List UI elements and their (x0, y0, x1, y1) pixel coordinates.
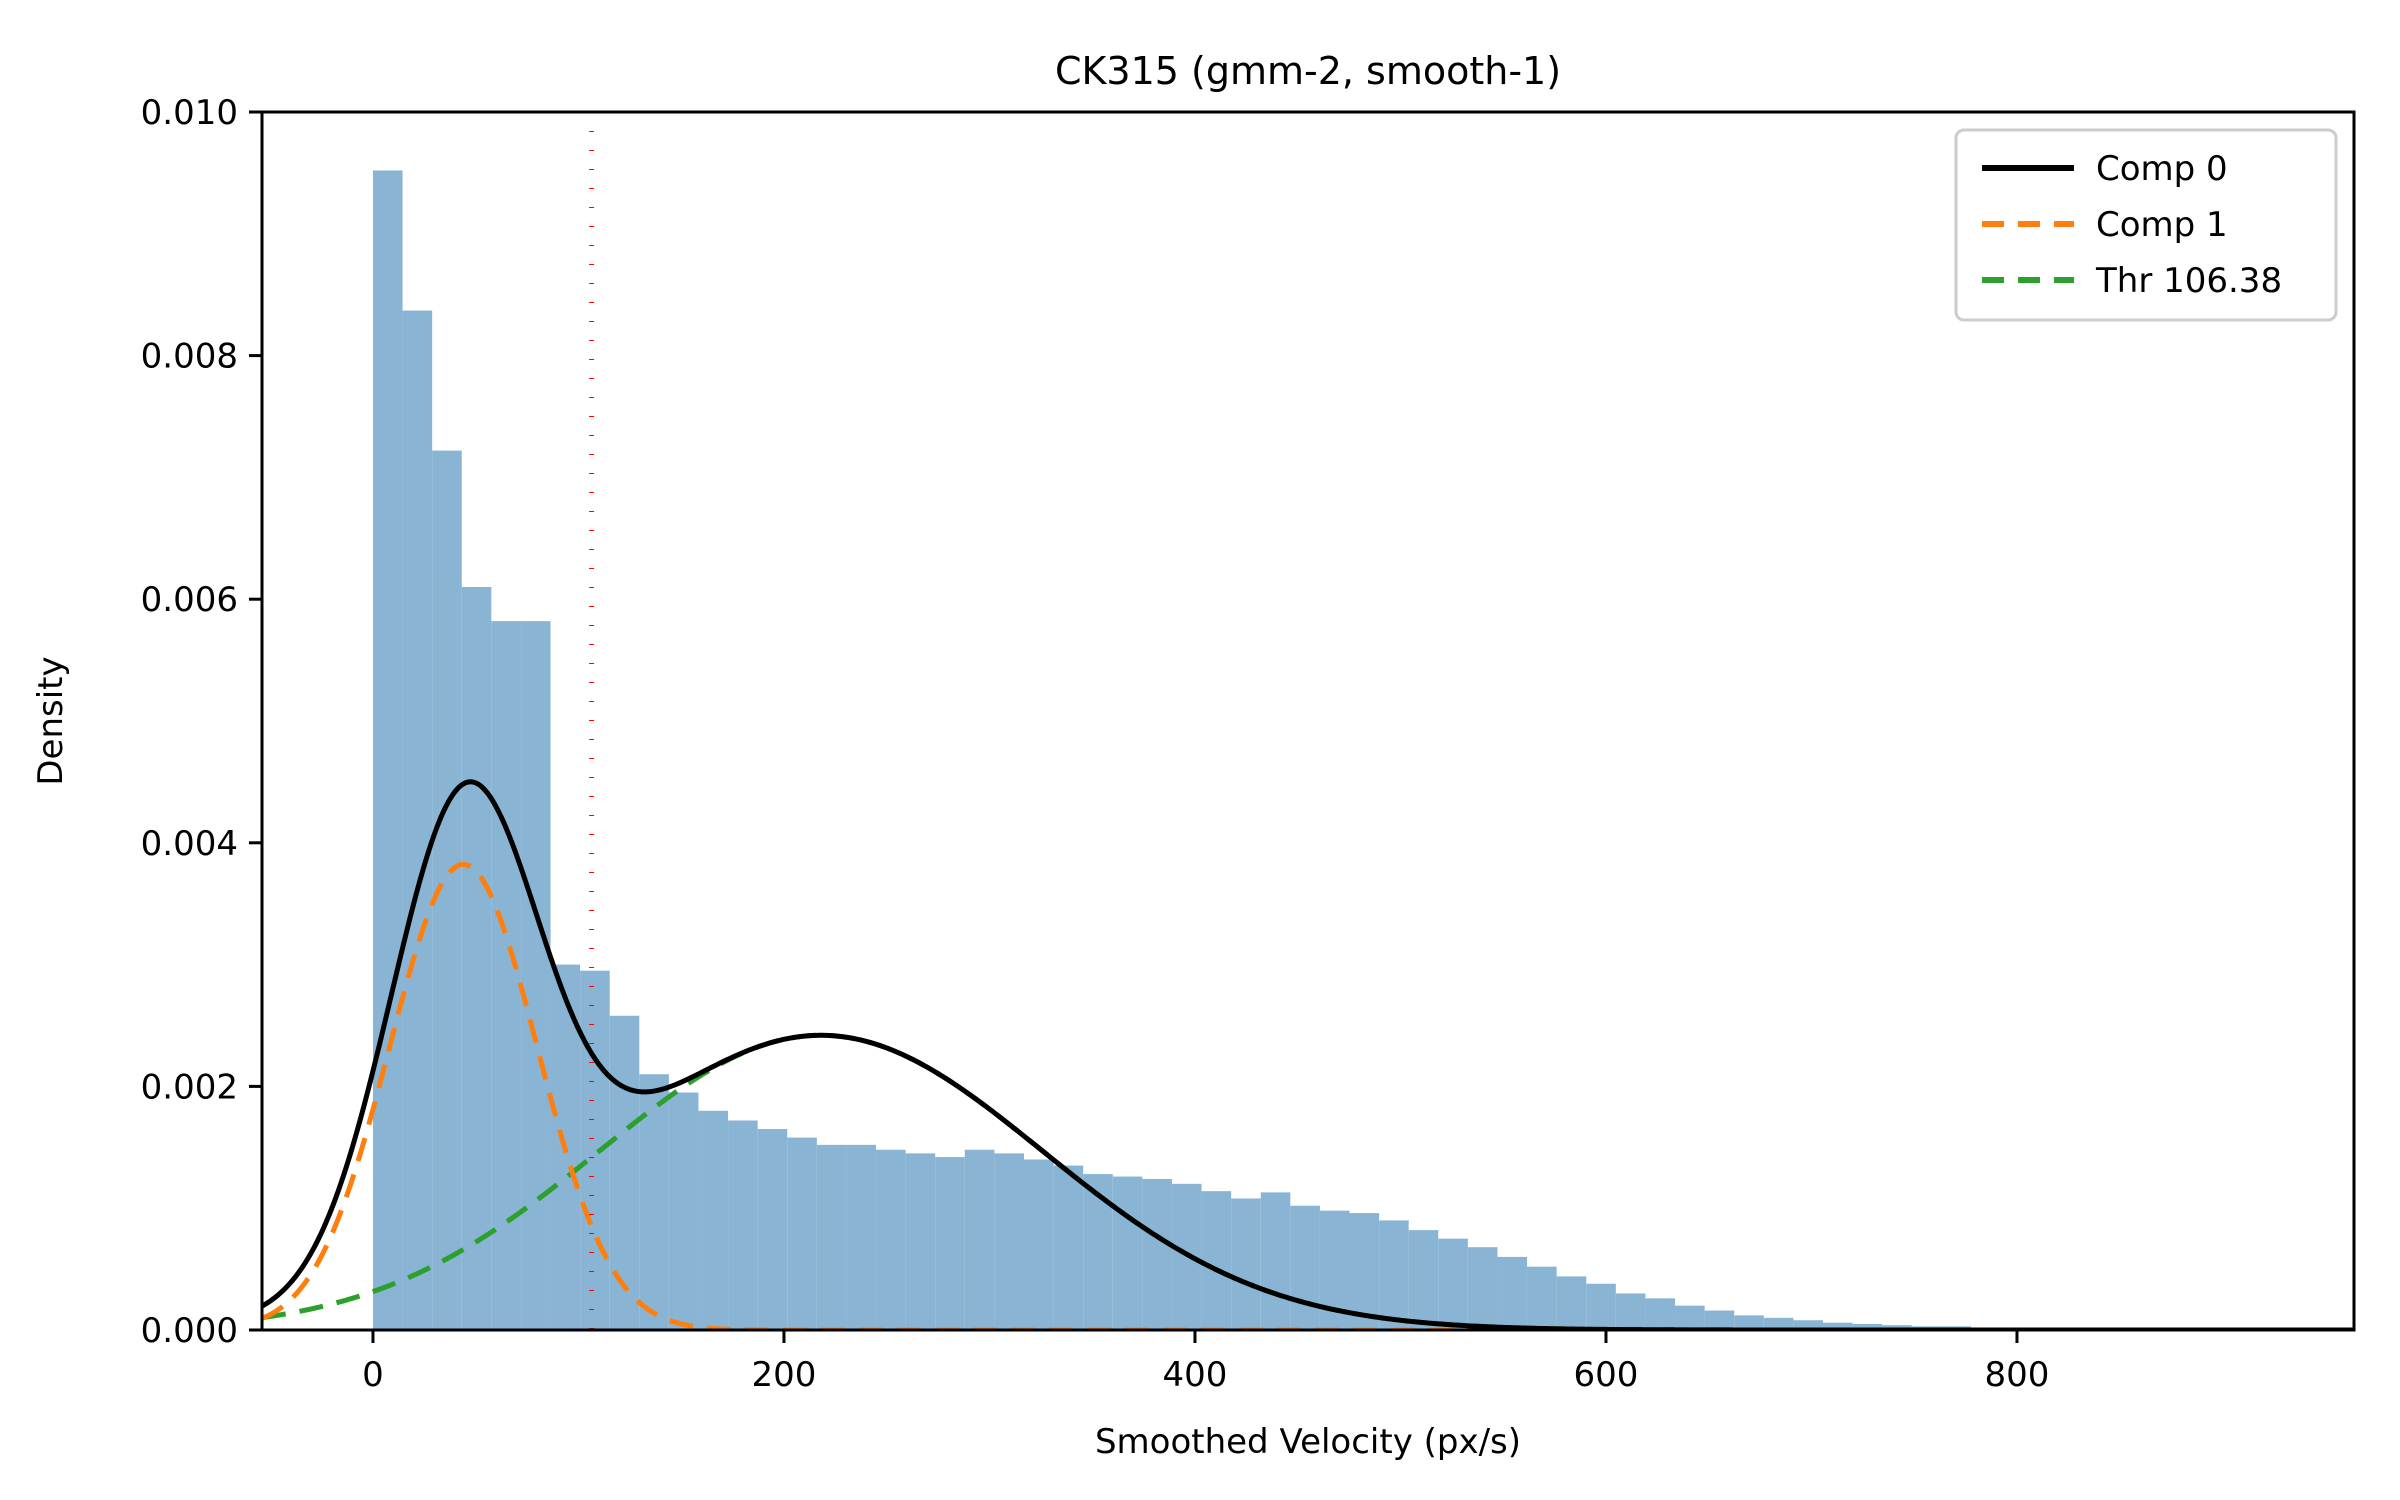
histogram-bar (609, 1015, 640, 1330)
histogram-bar (491, 621, 521, 1330)
histogram-bar (757, 1129, 788, 1330)
histogram-bar (1852, 1323, 1883, 1330)
histogram-bar (1527, 1266, 1557, 1330)
x-tick-label: 400 (1163, 1355, 1228, 1395)
y-tick-label: 0.002 (141, 1067, 238, 1107)
histogram-bar (1290, 1205, 1320, 1330)
histogram-bar (461, 587, 492, 1330)
histogram-bar (639, 1074, 669, 1330)
histogram-bar (1734, 1315, 1764, 1330)
x-axis-label: Smoothed Velocity (px/s) (1095, 1422, 1521, 1462)
histogram-bar (580, 970, 610, 1330)
histogram-bar (1201, 1191, 1232, 1330)
histogram-bar (1704, 1310, 1735, 1330)
x-tick-label: 600 (1574, 1355, 1639, 1395)
histogram-bar (1675, 1305, 1705, 1330)
histogram-bar (935, 1157, 965, 1330)
histogram-bar (876, 1149, 906, 1330)
histogram-bar (1645, 1298, 1676, 1330)
histogram-bar (1112, 1176, 1143, 1330)
histogram-bar (1497, 1256, 1528, 1330)
histogram-bar (1822, 1322, 1853, 1330)
axes-frame (260, 110, 2356, 1332)
y-tick-label: 0.010 (141, 93, 238, 133)
y-tick-label: 0.008 (141, 337, 238, 377)
histogram-bar (787, 1137, 817, 1330)
histogram-bar (1379, 1220, 1409, 1330)
histogram-bar (1231, 1198, 1261, 1330)
histogram-bar (1408, 1230, 1439, 1330)
histogram-bar (1053, 1165, 1084, 1330)
chart-title: CK315 (gmm-2, smooth-1) (1055, 49, 1561, 93)
x-tick-label: 800 (1985, 1355, 2050, 1395)
histogram-bar (1586, 1283, 1616, 1330)
y-tick-label: 0.006 (141, 580, 238, 620)
histogram-bar (1023, 1159, 1054, 1330)
histogram-bar (520, 621, 551, 1330)
y-tick-label: 0.000 (141, 1311, 238, 1351)
histogram-bar (816, 1144, 847, 1330)
histogram-bar (964, 1149, 995, 1330)
histogram-bar (698, 1110, 729, 1330)
histogram-bar (372, 170, 403, 1330)
curve-comp-0 (262, 779, 2354, 1330)
histogram-bar (1467, 1247, 1498, 1330)
legend[interactable]: Comp 0 Comp 1 Thr 106.38 (1954, 128, 2338, 322)
x-tick-label: 0 (362, 1355, 384, 1395)
histogram-bar (668, 1092, 699, 1330)
data-layer (262, 112, 2354, 1330)
histogram-bar (846, 1144, 877, 1330)
histogram-bar (1260, 1192, 1291, 1330)
histogram-bar (1763, 1317, 1794, 1330)
histogram-bar (1793, 1320, 1823, 1330)
histogram-bar (1142, 1178, 1172, 1330)
histogram-bar (1556, 1276, 1587, 1330)
histogram-bar (728, 1120, 758, 1330)
chart-root: 0 200 400 600 800 0.000 0.002 0.004 0.006 0.008 0.… (31, 49, 2356, 1462)
histogram-bar (1438, 1238, 1468, 1330)
histogram-bar (1615, 1293, 1646, 1330)
legend-box (1954, 128, 2338, 322)
x-tick-label: 200 (752, 1355, 817, 1395)
histogram-bar (994, 1153, 1024, 1330)
legend-label: Comp 0 (2096, 149, 2228, 189)
histogram-bar (1349, 1213, 1380, 1330)
y-axis-label: Density (31, 656, 71, 785)
histogram-bar (402, 310, 433, 1330)
legend-label: Thr 106.38 (2095, 261, 2282, 301)
y-tick-label: 0.004 (141, 824, 238, 864)
legend-label: Comp 1 (2096, 205, 2228, 245)
histogram-bar (905, 1153, 936, 1330)
